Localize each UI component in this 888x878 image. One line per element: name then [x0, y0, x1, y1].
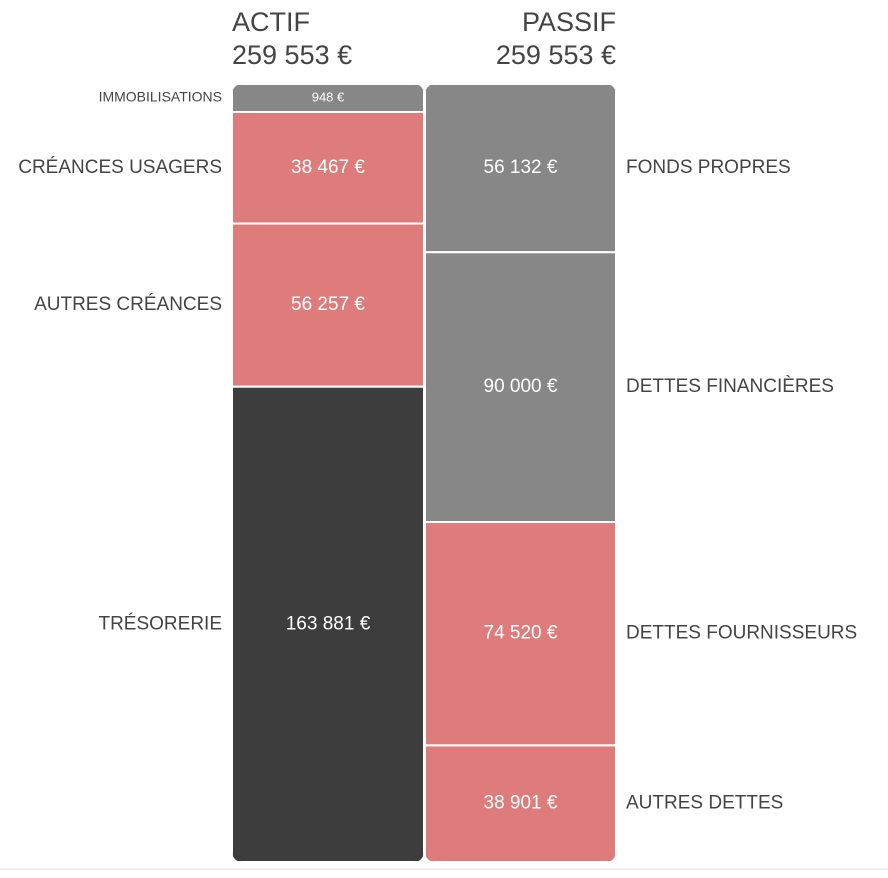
- block: [232, 111, 424, 225]
- actif-total: 259 553 €: [232, 40, 352, 70]
- block: [425, 744, 616, 862]
- amount-label: 56 257 €: [291, 294, 365, 315]
- passif-title: PASSIF: [522, 7, 616, 37]
- item-label: FONDS PROPRES: [626, 157, 791, 178]
- item-label: DETTES FINANCIÈRES: [626, 376, 834, 397]
- item-label: CRÉANCES USAGERS: [18, 157, 222, 178]
- labels: 948 € IMMOBILISATIONS 38 467 € CRÉANCES USA…: [18, 89, 857, 814]
- block: [232, 385, 424, 862]
- amount-label: 163 881 €: [286, 613, 371, 634]
- amount-label: 38 901 €: [484, 793, 558, 814]
- amount-label: 948 €: [312, 89, 345, 104]
- block: [232, 222, 424, 388]
- passif-column: [425, 84, 616, 862]
- item-label: TRÉSORERIE: [98, 613, 222, 634]
- item-label: IMMOBILISATIONS: [99, 89, 222, 105]
- item-label: AUTRES DETTES: [626, 793, 783, 814]
- amount-label: 74 520 €: [484, 623, 558, 644]
- actif-title: ACTIF: [232, 7, 310, 37]
- amount-label: 38 467 €: [291, 157, 365, 178]
- passif-total: 259 553 €: [496, 40, 616, 70]
- item-label: AUTRES CRÉANCES: [34, 294, 222, 315]
- amount-label: 90 000 €: [484, 376, 558, 397]
- actif-column: [232, 84, 424, 862]
- amount-label: 56 132 €: [484, 157, 558, 178]
- block: [425, 521, 616, 747]
- item-label: DETTES FOURNISSEURS: [626, 623, 857, 644]
